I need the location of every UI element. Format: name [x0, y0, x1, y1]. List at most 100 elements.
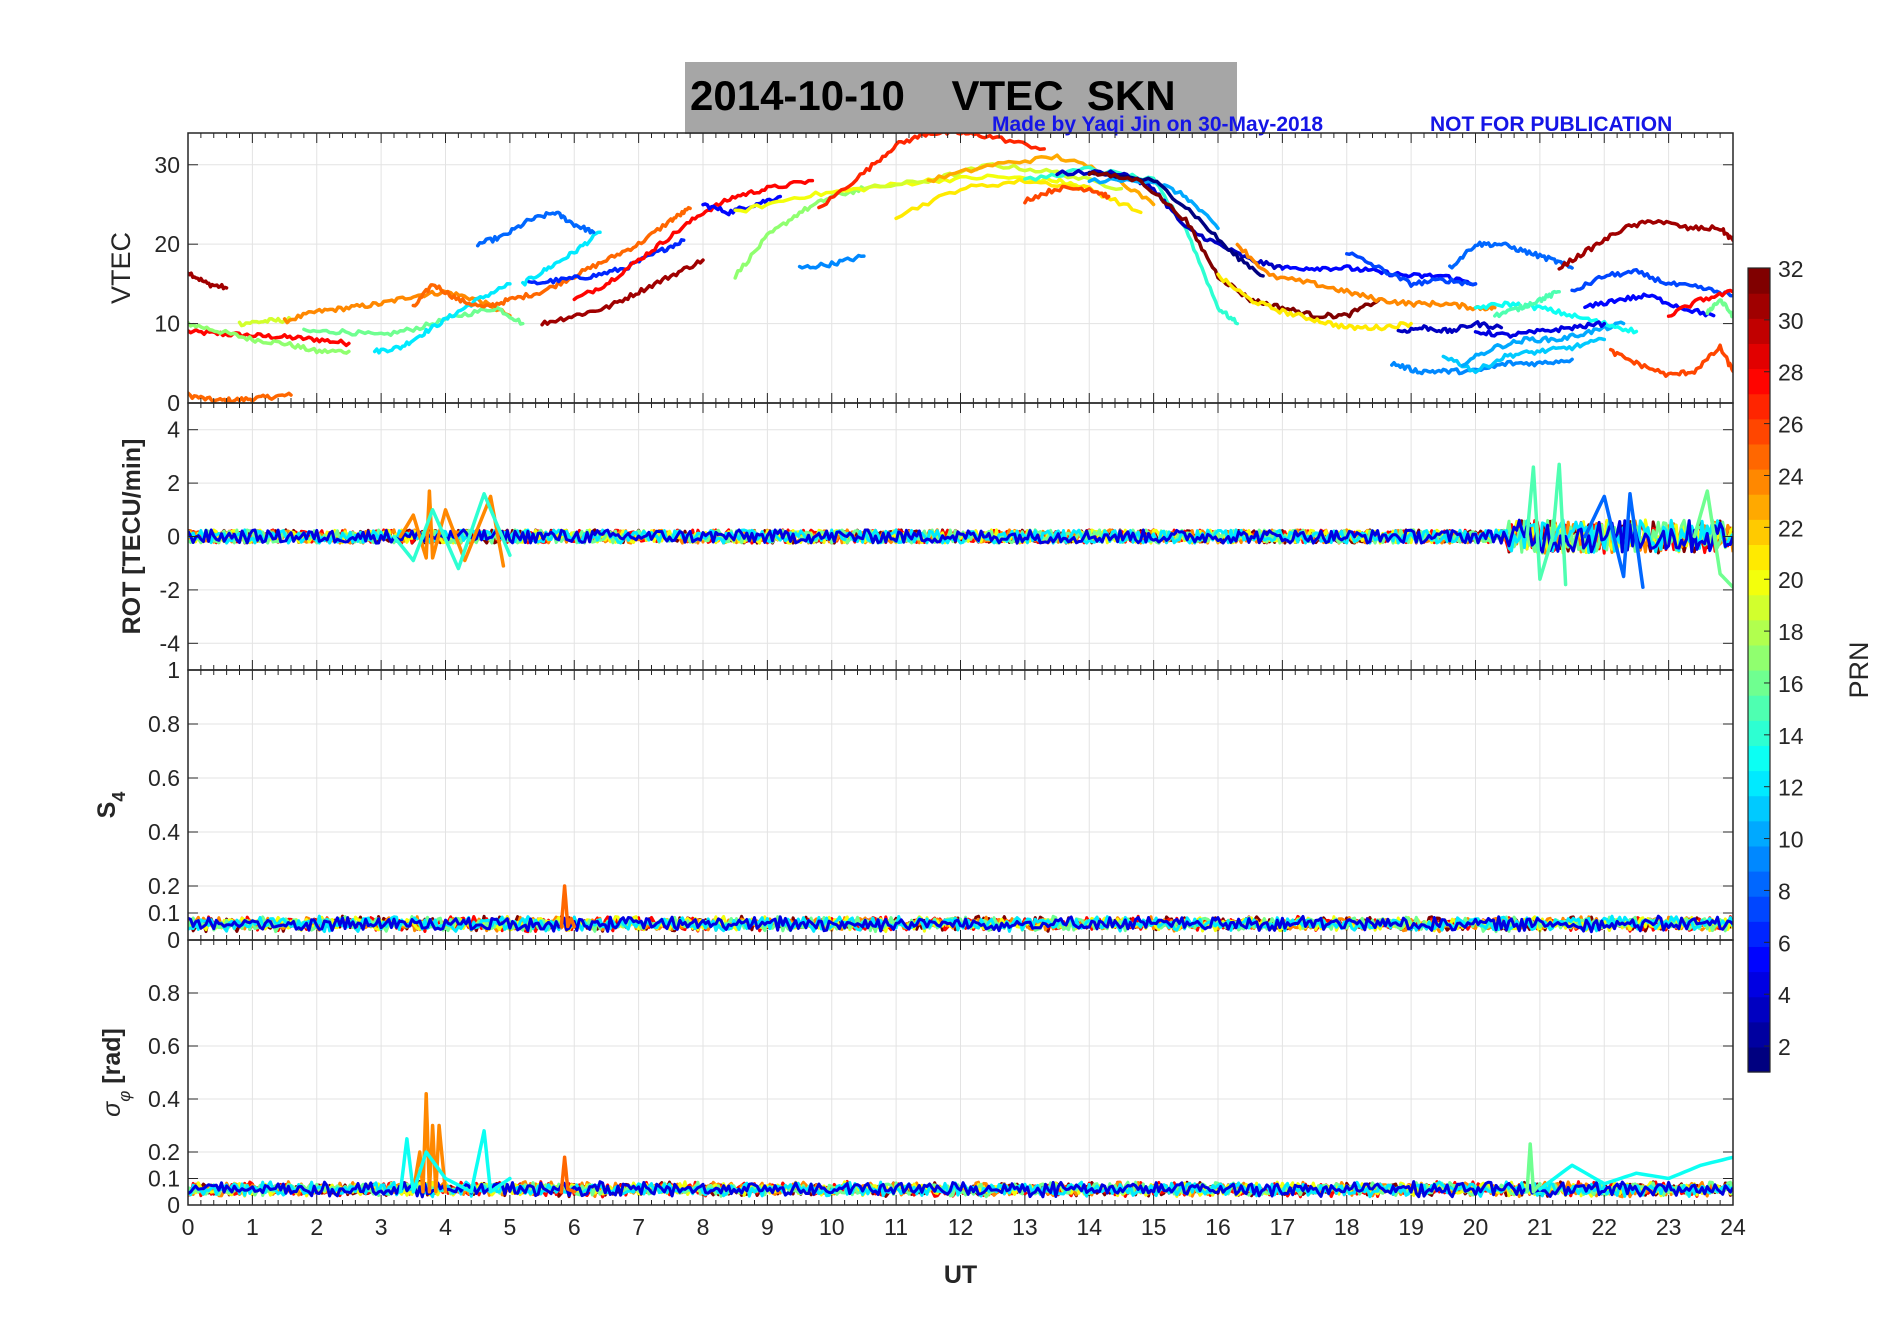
colorbar-swatch	[1748, 896, 1770, 922]
series-prn-8	[1583, 492, 1645, 589]
credit-author: Made by Yaqi Jin on 30-May-2018	[992, 113, 1324, 136]
y-tick-label: 0.1	[148, 1166, 180, 1192]
y-tick-label: 0.6	[148, 765, 180, 791]
x-tick-label: 17	[1270, 1214, 1296, 1240]
y-axis-label-sigma: σ	[98, 1101, 126, 1117]
data-layer	[188, 1091, 1733, 1199]
panel-1: 0 10 20 30 VTEC	[106, 132, 1734, 416]
x-tick-label: 23	[1656, 1214, 1682, 1240]
y-axis-label-sub: 4	[109, 792, 129, 802]
series-prn-25	[559, 1155, 577, 1194]
series-prn-24	[282, 289, 512, 325]
x-tick-label: 2	[310, 1214, 323, 1240]
series-prn-17	[733, 185, 866, 280]
series-prn-31	[1557, 219, 1733, 271]
x-tick-label: 13	[1012, 1214, 1038, 1240]
colorbar-tick-label: 10	[1778, 827, 1804, 853]
series-prn-14	[392, 492, 512, 571]
y-axis-label-phi: φ	[115, 1091, 134, 1102]
y-axis-label-unit: [rad]	[98, 1028, 126, 1091]
colorbar-swatch	[1748, 293, 1770, 319]
y-tick-label: 1	[167, 657, 180, 683]
series-prn-16	[1692, 489, 1733, 589]
y-tick-label: 0	[167, 390, 180, 416]
colorbar-tick-label: 16	[1778, 671, 1804, 697]
y-tick-label: 0.8	[148, 711, 180, 737]
colorbar-swatch	[1748, 670, 1770, 696]
series-prn-1	[1087, 170, 1265, 278]
series-prn-19	[237, 315, 293, 328]
series-prn-9	[1390, 357, 1574, 376]
x-tick-label: 11	[884, 1214, 908, 1240]
x-tick-label: 5	[503, 1214, 516, 1240]
colorbar-swatch	[1748, 695, 1770, 721]
series-prn-26	[1023, 184, 1111, 205]
colorbar-swatch	[1748, 871, 1770, 897]
series-prn-4	[1473, 320, 1607, 339]
series-prn-28	[572, 178, 815, 302]
colorbar-tick-label: 24	[1778, 463, 1804, 489]
series-prn-8	[1448, 240, 1574, 270]
series-prn-13	[1473, 300, 1639, 335]
series-prn-26	[1608, 343, 1733, 378]
y-tick-label: 0.2	[148, 1139, 180, 1165]
y-tick-label: 10	[154, 311, 180, 337]
y-tick-label: 0	[167, 927, 180, 953]
colorbar-swatch	[1748, 845, 1770, 872]
colorbar-swatch	[1748, 368, 1770, 395]
series-prn-10	[1460, 320, 1626, 368]
y-tick-label: 0.1	[148, 900, 180, 926]
x-tick-label: 12	[948, 1214, 974, 1240]
colorbar-swatch	[1748, 418, 1770, 445]
title-box	[685, 62, 1237, 134]
y-tick-label: 0.2	[148, 873, 180, 899]
colorbar-tick-label: 12	[1778, 775, 1804, 801]
series-prn-23	[926, 153, 1156, 207]
series-prn-28	[1666, 288, 1733, 318]
x-tick-label: 21	[1527, 1214, 1553, 1240]
noise-series-prn-4	[188, 914, 1733, 934]
colorbar-tick-label: 20	[1778, 567, 1804, 593]
panel-4: 00.10.20.40.60.8σφ [rad]0 1 2 3 4 5 6 7 8 9 10 11 12…	[98, 939, 1746, 1240]
page-title: 2014-10-10 VTEC SKN	[690, 72, 1176, 119]
y-axis-label-main: S	[93, 802, 121, 819]
colorbar-tick-label: 8	[1778, 878, 1791, 904]
y-axis-label: ROT [TECU/min]	[118, 439, 146, 635]
series-prn-32	[1087, 170, 1381, 320]
colorbar-swatch	[1748, 443, 1770, 470]
y-axis-label: σφ [rad]	[98, 1028, 134, 1117]
series-prn-15	[1493, 289, 1561, 319]
x-tick-label: 15	[1141, 1214, 1167, 1240]
panel-2: -4 -2 0 2 4 ROT [TECU/min]	[118, 402, 1734, 671]
data-layer	[188, 884, 1733, 934]
colorbar-tick-label: 28	[1778, 360, 1804, 386]
credit-notice: NOT FOR PUBLICATION	[1430, 113, 1673, 136]
series-prn-10	[1087, 176, 1220, 231]
y-tick-label: 0.4	[148, 819, 180, 845]
colorbar-tick-label: 32	[1778, 256, 1804, 282]
colorbar-label: PRN	[1844, 641, 1874, 698]
series-prn-25	[559, 884, 577, 929]
y-tick-label: 0	[167, 1192, 180, 1218]
series-prn-6	[527, 238, 686, 286]
y-tick-label: 4	[167, 417, 180, 443]
y-tick-label: 0	[167, 524, 180, 550]
colorbar-swatch	[1748, 1046, 1770, 1073]
colorbar-tick-label: 18	[1778, 619, 1804, 645]
y-tick-label: 2	[167, 470, 180, 496]
series-prn-31	[188, 271, 229, 291]
x-tick-label: 9	[761, 1214, 774, 1240]
x-tick-label: 0	[182, 1214, 195, 1240]
series-prn-7	[1570, 267, 1733, 298]
colorbar-tick-label: 30	[1778, 308, 1804, 334]
colorbar-swatch	[1748, 343, 1770, 370]
x-tick-label: 24	[1720, 1214, 1746, 1240]
colorbar-swatch	[1748, 1021, 1770, 1048]
colorbar-swatch	[1748, 720, 1770, 746]
x-tick-label: 14	[1076, 1214, 1102, 1240]
colorbar-tick-label: 14	[1778, 723, 1804, 749]
x-tick-label: 4	[439, 1214, 452, 1240]
panel-3: 00.10.2 0.4 0.6 0.8 1 S4	[93, 657, 1734, 953]
